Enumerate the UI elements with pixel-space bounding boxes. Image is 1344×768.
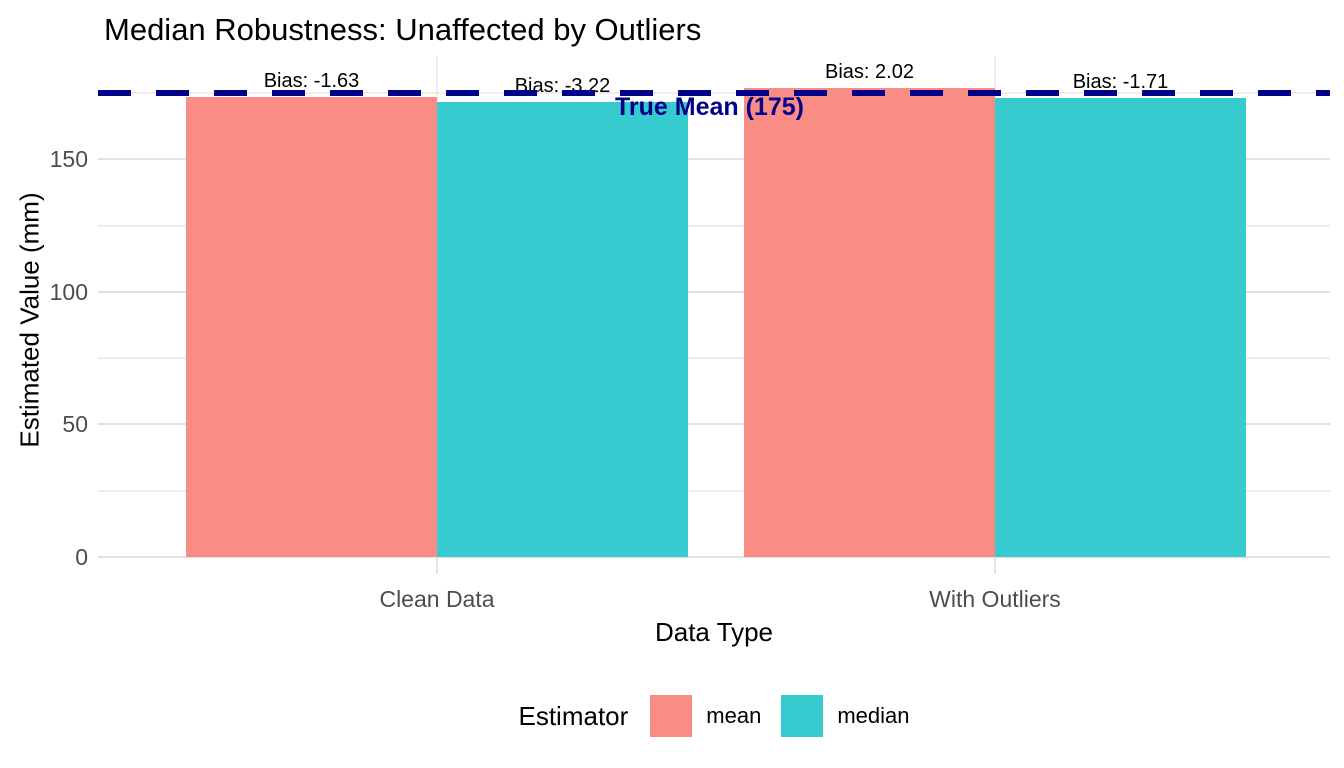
- gridline-major-y0: [98, 556, 1330, 558]
- gridline-minor-y75: [98, 357, 1330, 360]
- y-tick-label-150: 150: [49, 146, 88, 173]
- reference-line: [98, 90, 1330, 97]
- legend-label-median: median: [837, 703, 910, 728]
- legend-title: Estimator: [518, 700, 629, 731]
- bias-label-median-with-outliers: Bias: -1.71: [1072, 70, 1169, 93]
- legend-label-mean: mean: [706, 703, 762, 728]
- bias-label-mean-clean-data: Bias: -1.63: [263, 70, 360, 93]
- legend-entry-median: median: [781, 695, 910, 737]
- y-axis-title: Estimated Value (mm): [14, 192, 45, 448]
- chart-title: Median Robustness: Unaffected by Outlier…: [104, 12, 702, 47]
- y-tick-label-50: 50: [62, 411, 88, 438]
- legend-entry-mean: mean: [650, 695, 761, 737]
- y-tick-label-0: 0: [75, 544, 88, 570]
- x-tick-clean-data: [436, 557, 438, 574]
- gridline-major-y50: [98, 423, 1330, 426]
- legend: Estimator mean median: [98, 694, 1330, 738]
- bar-median-clean-data: [437, 101, 688, 557]
- reference-line-label: True Mean (175): [615, 93, 804, 121]
- legend-swatch-mean: [650, 695, 693, 737]
- x-axis-title: Data Type: [654, 617, 774, 647]
- gridline-major-y150: [98, 158, 1330, 161]
- gridline-minor-y125: [98, 224, 1330, 227]
- legend-swatch-median: [781, 695, 824, 737]
- bar-mean-with-outliers: [744, 87, 995, 557]
- x-category-label-with-outliers: With Outliers: [929, 586, 1061, 612]
- plot-panel: Bias: -1.63 Bias: 2.02 Bias: -3.22 Bias: -1…: [98, 56, 1330, 558]
- y-tick-label-100: 100: [49, 278, 88, 305]
- gridline-minor-y25: [98, 489, 1330, 492]
- x-tick-with-outliers: [994, 557, 996, 574]
- bar-median-with-outliers: [995, 97, 1246, 557]
- x-category-label-clean-data: Clean Data: [379, 586, 495, 612]
- bar-mean-clean-data: [186, 97, 437, 557]
- bias-label-mean-with-outliers: Bias: 2.02: [825, 60, 914, 83]
- gridline-major-y100: [98, 290, 1330, 293]
